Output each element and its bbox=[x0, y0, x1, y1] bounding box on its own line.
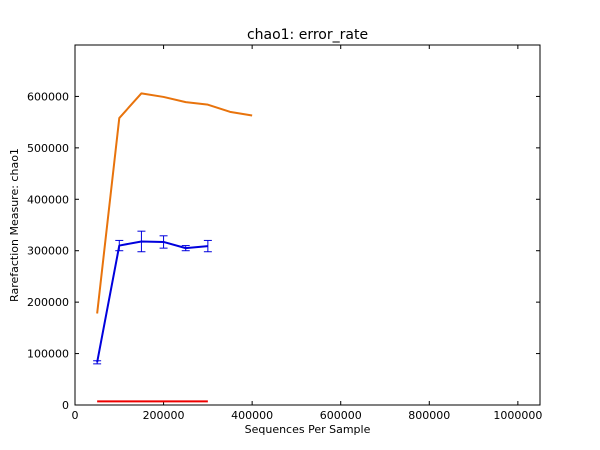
x-tick-label: 600000 bbox=[320, 409, 362, 422]
axis-ticks: 0 200000 400000 600000 800000 1000000 0 100000 2… bbox=[27, 45, 542, 422]
error-bar bbox=[115, 239, 124, 252]
x-tick-label: 200000 bbox=[143, 409, 185, 422]
y-tick-label: 500000 bbox=[27, 142, 69, 155]
x-tick-label: 400000 bbox=[231, 409, 273, 422]
y-tick-label: 400000 bbox=[27, 193, 69, 206]
series-line bbox=[96, 92, 253, 314]
error-bar bbox=[137, 230, 146, 253]
y-tick-label: 100000 bbox=[27, 348, 69, 361]
error-bar bbox=[203, 239, 212, 253]
error-bar bbox=[181, 245, 190, 252]
chart-title: chao1: error_rate bbox=[247, 27, 368, 43]
y-tick-label: 200000 bbox=[27, 296, 69, 309]
error-bar bbox=[159, 235, 168, 249]
plot-area bbox=[74, 44, 541, 406]
y-tick-label: 300000 bbox=[27, 245, 69, 258]
x-tick-label: 0 bbox=[72, 409, 79, 422]
series-1 bbox=[93, 230, 212, 365]
y-tick-label: 600000 bbox=[27, 90, 69, 103]
y-tick-label: 0 bbox=[62, 399, 69, 412]
x-tick-label: 1000000 bbox=[493, 409, 542, 422]
x-axis-label: Sequences Per Sample bbox=[245, 423, 371, 436]
series-layer bbox=[93, 92, 253, 403]
x-tick-label: 800000 bbox=[408, 409, 450, 422]
series-line bbox=[96, 240, 208, 363]
error-bar bbox=[93, 360, 102, 365]
y-axis-label: Rarefaction Measure: chao1 bbox=[8, 148, 21, 302]
series-0 bbox=[96, 92, 253, 314]
